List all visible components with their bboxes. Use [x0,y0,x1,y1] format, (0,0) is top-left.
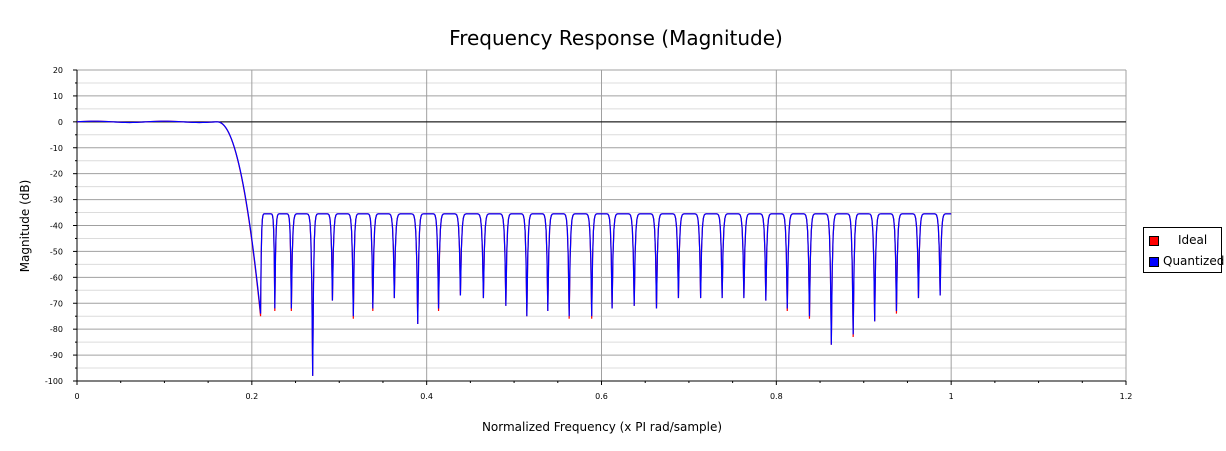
y-tick-label: 10 [53,92,63,101]
y-tick-label: -10 [50,144,63,153]
legend-swatch-quantized [1149,257,1159,267]
chart-title: Frequency Response (Magnitude) [449,26,783,50]
x-tick-label: 0.6 [595,392,608,401]
x-axis-label: Normalized Frequency (x PI rad/sample) [481,420,723,434]
series-line-quantized [76,120,952,376]
y-tick-label: -40 [50,222,63,231]
y-tick-label: -60 [50,273,63,282]
x-tick-label: 0.4 [420,392,433,401]
x-tick-label: 1.2 [1120,392,1133,401]
legend-swatch-ideal [1149,236,1159,246]
y-tick-label: 0 [58,118,63,127]
legend-label-quantized: Quantized [1163,254,1225,268]
y-tick-label: -70 [50,299,63,308]
x-tick-label: 0.2 [245,392,258,401]
y-tick-label: 20 [53,66,63,75]
legend: Ideal Quantized [1143,227,1225,273]
legend-label-ideal: Ideal [1178,233,1208,247]
y-tick-label: -90 [50,351,63,360]
y-tick-label: -20 [50,170,63,179]
x-tick-label: 0 [74,392,79,401]
y-tick-label: -30 [50,196,63,205]
y-tick-label: -100 [45,377,63,386]
x-tick-label: 0.8 [770,392,783,401]
y-tick-label: -50 [50,247,63,256]
y-tick-label: -80 [50,325,63,334]
x-tick-label: 1 [949,392,954,401]
series-line-ideal [76,120,952,376]
